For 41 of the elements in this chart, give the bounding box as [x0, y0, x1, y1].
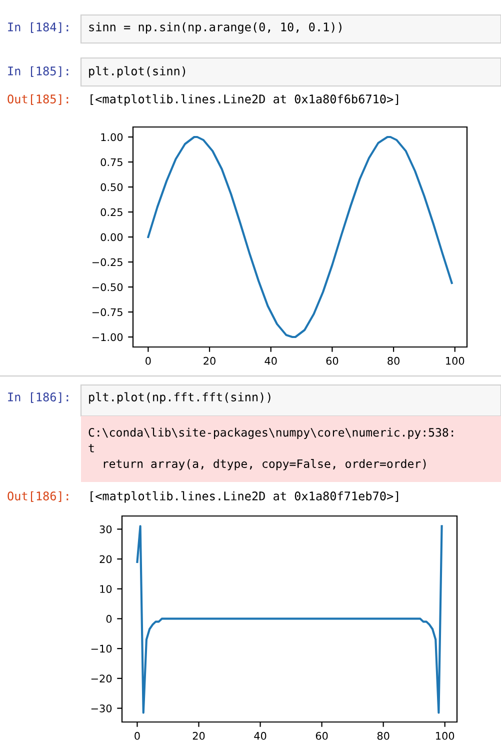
y-tick-label: −0.25: [92, 258, 122, 266]
text: [<matplotlib.lines.Line2D at 0x1a80f6b6710>]: [90, 94, 398, 106]
y-tick-label: −0.50: [92, 283, 123, 292]
line-series: [136, 525, 443, 714]
x-tick-label: 60: [316, 732, 328, 740]
x-tick-label: 0: [134, 732, 140, 740]
line-series: [147, 136, 453, 338]
text: plt.plot(np.fft.fft(sinn)): [89, 392, 270, 404]
y-tick-label: 0.25: [100, 208, 122, 216]
y-tick-label: −1.00: [92, 333, 123, 342]
x-tick-label: 100: [446, 356, 464, 365]
x-tick-label: 0: [146, 356, 151, 365]
y-tick-label: 30: [100, 525, 112, 534]
x-tick-label: 100: [436, 732, 454, 740]
y-tick-label: −20: [91, 674, 112, 683]
y-tick-label: 0: [106, 614, 112, 623]
y-tick-label: −0.75: [92, 308, 122, 316]
text: Out[185]:: [8, 94, 68, 105]
y-tick-label: 0.75: [100, 158, 122, 166]
y-tick-label: 10: [100, 585, 112, 593]
x-tick-label: 40: [264, 356, 277, 365]
text: In [186]:: [8, 392, 68, 403]
y-tick-label: −10: [91, 644, 112, 653]
text: In [184]:: [8, 22, 68, 33]
x-tick-label: 80: [377, 732, 390, 740]
x-tick-label: 20: [204, 356, 216, 365]
text: C:\conda\lib\site-packages\numpy\core\numeric.py:538: t return array(a, dtype, copy=False, order=order): [88, 428, 454, 470]
y-tick-label: 0.50: [100, 183, 123, 192]
y-tick-label: −30: [91, 704, 112, 712]
text: Out[186]:: [8, 491, 68, 502]
text: plt.plot(sinn): [89, 66, 186, 78]
text: In [185]:: [8, 66, 68, 77]
y-tick-label: 0.00: [100, 233, 123, 242]
text: sinn = np.sin(np.arange(0, 10, 0.1)): [89, 22, 342, 34]
y-tick-label: 20: [100, 555, 112, 564]
y-tick-label: 1.00: [101, 133, 123, 142]
text: [<matplotlib.lines.Line2D at 0x1a80f71eb70>]: [90, 491, 398, 503]
x-tick-label: 20: [192, 732, 205, 740]
x-tick-label: 60: [326, 356, 338, 365]
x-tick-label: 80: [388, 356, 400, 365]
x-tick-label: 40: [254, 732, 266, 740]
